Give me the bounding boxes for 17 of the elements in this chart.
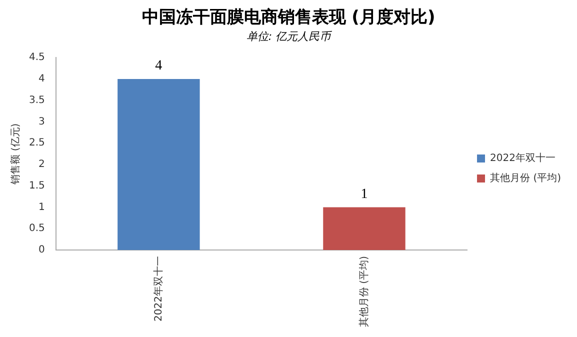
y-tick-label: 3.5 bbox=[28, 94, 45, 106]
y-tick-label: 4 bbox=[38, 74, 45, 85]
y-tick-label: 2 bbox=[38, 159, 45, 170]
y-axis-title: 销售额 (亿元) bbox=[10, 123, 22, 186]
y-tick-label: 0.5 bbox=[28, 223, 45, 234]
data-label: 4 bbox=[155, 58, 162, 74]
chart-title: 中国冻干面膜电商销售表现 (月度对比) bbox=[142, 8, 436, 28]
data-label: 1 bbox=[360, 186, 368, 202]
y-tick-label: 1 bbox=[38, 202, 45, 213]
y-tick-label: 0 bbox=[38, 244, 45, 256]
legend-label: 其他月份 (平均) bbox=[490, 172, 562, 184]
y-tick-label: 4.5 bbox=[28, 52, 45, 64]
legend-label: 2022年双十一 bbox=[490, 152, 556, 164]
y-tick-label: 2.5 bbox=[28, 138, 45, 149]
y-tick-label: 1.5 bbox=[28, 180, 45, 192]
chart-subtitle: 单位: 亿元人民币 bbox=[246, 30, 333, 43]
y-tick-label: 3 bbox=[38, 116, 45, 128]
